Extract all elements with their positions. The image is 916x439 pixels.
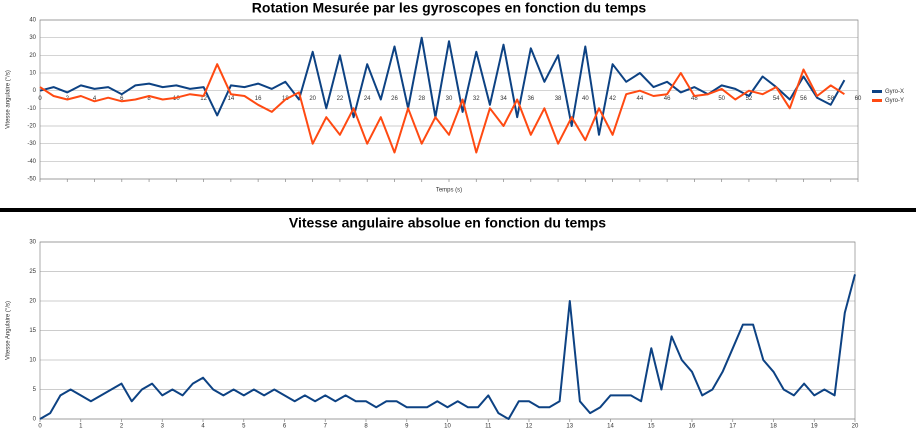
x-tick-label: 44 xyxy=(637,96,644,102)
x-tick-label: 26 xyxy=(391,96,398,102)
legend-label: Gyro-X xyxy=(885,89,904,95)
x-tick-label: 22 xyxy=(337,96,344,102)
y-tick-label: -30 xyxy=(27,141,36,147)
x-tick-label: 8 xyxy=(364,424,368,430)
y-tick-label: 10 xyxy=(29,71,36,77)
y-tick-label: -50 xyxy=(27,177,36,183)
y-tick-label: 30 xyxy=(29,240,36,246)
x-axis-label: Temps (s) xyxy=(436,188,462,194)
chart-title: Rotation Mesurée par les gyroscopes en f… xyxy=(252,0,647,16)
x-tick-label: 12 xyxy=(526,424,533,430)
x-tick-label: 14 xyxy=(607,424,614,430)
x-tick-label: 7 xyxy=(324,424,328,430)
x-tick-label: 13 xyxy=(566,424,573,430)
x-tick-label: 56 xyxy=(800,96,807,102)
chart-title: Vitesse angulaire absolue en fonction du… xyxy=(289,215,606,231)
x-tick-label: 5 xyxy=(242,424,246,430)
x-tick-label: 3 xyxy=(161,424,165,430)
y-tick-label: 0 xyxy=(33,417,37,423)
x-tick-label: 19 xyxy=(811,424,818,430)
x-tick-label: 12 xyxy=(200,96,207,102)
x-tick-label: 0 xyxy=(38,96,42,102)
y-tick-label: 5 xyxy=(33,387,37,393)
y-axis-label: Vitesse Angulaire (°/s) xyxy=(6,301,12,360)
x-tick-label: 8 xyxy=(147,96,151,102)
x-tick-label: 10 xyxy=(444,424,451,430)
x-tick-label: 16 xyxy=(689,424,696,430)
y-tick-label: 10 xyxy=(29,358,36,364)
x-tick-label: 9 xyxy=(405,424,409,430)
x-tick-label: 58 xyxy=(827,96,834,102)
data-line xyxy=(39,274,856,420)
x-tick-label: 60 xyxy=(855,96,862,102)
y-tick-label: 25 xyxy=(29,269,36,275)
legend-swatch xyxy=(872,99,882,102)
x-tick-label: 28 xyxy=(418,96,425,102)
x-tick-label: 6 xyxy=(283,424,287,430)
x-tick-label: 48 xyxy=(691,96,698,102)
y-tick-label: 30 xyxy=(29,35,36,41)
x-tick-label: 36 xyxy=(527,96,534,102)
y-tick-label: 40 xyxy=(29,18,36,24)
x-tick-label: 38 xyxy=(555,96,562,102)
legend-swatch xyxy=(872,90,882,93)
data-line xyxy=(39,63,845,154)
x-tick-label: 10 xyxy=(173,96,180,102)
y-axis-label: Vitesse angulaire (°/s) xyxy=(6,70,12,129)
y-tick-label: -20 xyxy=(27,124,36,130)
x-tick-label: 42 xyxy=(609,96,616,102)
x-tick-label: 6 xyxy=(120,96,124,102)
x-tick-label: 46 xyxy=(664,96,671,102)
y-tick-label: -10 xyxy=(27,106,36,112)
x-tick-label: 15 xyxy=(648,424,655,430)
x-tick-label: 24 xyxy=(364,96,371,102)
x-tick-label: 54 xyxy=(773,96,780,102)
x-tick-label: 2 xyxy=(120,424,124,430)
x-tick-label: 30 xyxy=(446,96,453,102)
x-tick-label: 17 xyxy=(729,424,736,430)
x-tick-label: 4 xyxy=(201,424,205,430)
x-tick-label: 1 xyxy=(79,424,83,430)
x-tick-label: 32 xyxy=(473,96,480,102)
x-tick-label: 40 xyxy=(582,96,589,102)
x-tick-label: 16 xyxy=(255,96,262,102)
y-tick-label: 15 xyxy=(29,328,36,334)
legend-label: Gyro-Y xyxy=(885,98,904,104)
y-tick-label: 20 xyxy=(29,299,36,305)
x-tick-label: 14 xyxy=(228,96,235,102)
x-tick-label: 18 xyxy=(770,424,777,430)
x-tick-label: 50 xyxy=(718,96,725,102)
x-tick-label: 20 xyxy=(309,96,316,102)
x-tick-label: 52 xyxy=(746,96,753,102)
x-tick-label: 20 xyxy=(852,424,859,430)
x-tick-label: 11 xyxy=(485,424,492,430)
y-tick-label: 0 xyxy=(33,88,37,94)
separator xyxy=(0,208,916,212)
y-tick-label: -40 xyxy=(27,159,36,165)
x-tick-label: 4 xyxy=(93,96,97,102)
x-tick-label: 34 xyxy=(500,96,507,102)
x-tick-label: 0 xyxy=(38,424,42,430)
y-tick-label: 20 xyxy=(29,53,36,59)
